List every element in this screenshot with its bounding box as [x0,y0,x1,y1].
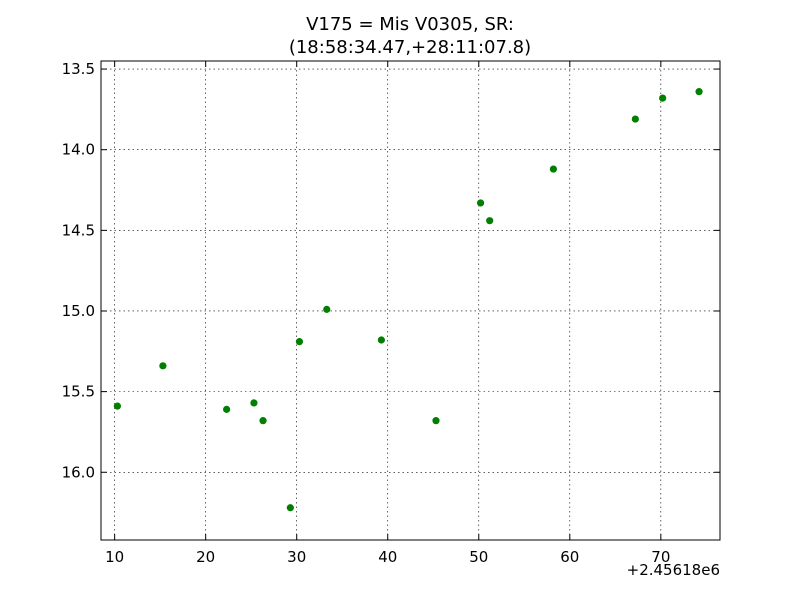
data-point [486,217,494,225]
data-point [295,338,304,346]
y-tick-label: 15.0 [62,302,95,320]
data-point [113,402,121,410]
x-offset-label: +2.45618e6 [627,561,720,579]
data-point [476,199,485,207]
data-point [286,504,294,512]
y-tick-label: 14.5 [62,221,95,239]
data-point [250,399,258,407]
chart-title-line1: V175 = Mis V0305, SR: [306,14,514,35]
y-tick-label: 15.5 [62,383,95,401]
x-tick-label: 50 [469,548,488,566]
y-tick-label: 16.0 [62,463,95,481]
data-point [659,94,667,102]
plot-frame [100,60,721,541]
x-tick-label: 60 [560,548,579,566]
x-tick-label: 30 [287,548,306,566]
chart-title-line2: (18:58:34.47,+28:11:07.8) [289,37,531,58]
x-tick-label: 10 [105,548,124,566]
x-tick-label: 40 [378,548,397,566]
x-tick-label: 20 [196,548,215,566]
y-tick-label: 13.5 [62,60,95,78]
data-points [113,88,703,512]
data-point [549,165,558,173]
y-tick-label: 14.0 [62,141,95,159]
x-tick-label: 70 [651,548,670,566]
data-point [259,417,267,425]
data-point [695,88,703,96]
data-point [377,336,385,344]
axis-ticks: 10 20 30 40 50 60 70 13.5 14.0 14.5 15.0 15.5 16.0 [62,60,720,566]
data-point [631,115,639,123]
data-point [223,405,231,413]
data-point [159,362,167,370]
grid-lines [101,61,720,540]
data-point [432,417,440,425]
data-point [323,305,331,313]
